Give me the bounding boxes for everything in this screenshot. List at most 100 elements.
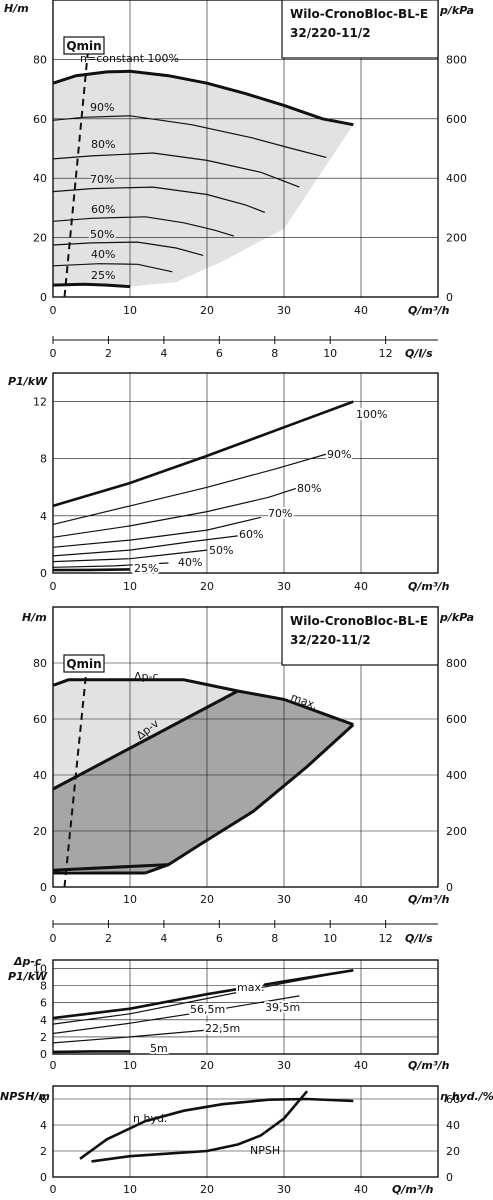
power2-curve [52,1025,238,1044]
flow-scale2-unit-label: Q/l/s [405,932,433,945]
power1-y-axis-label: P1/kW [8,375,48,388]
power1-curve-label: 50% [209,544,233,557]
flow-scale-unit-label: Q/l/s [405,347,433,360]
head2-title-box [281,606,439,666]
npsh-x-axis-label: Q/m³/h [392,1183,434,1196]
power1-curve [52,562,169,568]
power1-curve-label: 70% [268,507,292,520]
head1-curve [52,115,327,158]
power2-curve [52,969,354,1020]
power1-curve-label: 100% [356,408,387,421]
y-tick-label: 0 [40,881,47,894]
y-tick-label: 2 [40,1145,47,1158]
x-tick-label: 10 [123,893,137,906]
y-tick-label: 20 [33,232,47,245]
power1-curve [52,452,331,525]
head1-qmin-box [63,36,105,55]
power1-curve-label: 60% [239,528,263,541]
npsh-y-axis-label: NPSH/m [0,1090,50,1103]
y2-tick-label: 600 [446,713,467,726]
x-tick-label: 20 [200,893,214,906]
head2-title-line: Wilo-CronoBloc-BL-E [290,614,428,628]
power2-curve [52,969,354,1025]
y-tick-label: 6 [40,997,47,1010]
flow-scale-tick-label: 8 [271,347,278,360]
power1-curve [52,516,262,548]
head2-dpc-label: Δp-c [134,670,159,683]
x-tick-label: 0 [50,1183,57,1196]
power2-grid [53,960,438,1054]
head2-qmin-label: Qmin [66,657,101,671]
y-tick-label: 4 [40,1014,47,1027]
x-tick-label: 0 [50,580,57,593]
power2-y-axis-label: P1/kW [8,970,48,983]
flow-scale-tick-label: 0 [50,347,57,360]
y-tick-label: 20 [33,825,47,838]
power2-curve-label: max. [237,981,264,994]
power1-curve-label: 80% [297,482,321,495]
npsh-grid [53,1086,438,1177]
y-tick-label: 0 [40,1048,47,1061]
flow-scale2-tick-label: 2 [105,932,112,945]
y2-tick-label: 200 [446,825,467,838]
y2-tick-label: 600 [446,113,467,126]
power2-curve [52,995,300,1035]
power1-curve [52,535,238,557]
y2-tick-label: 800 [446,657,467,670]
x-tick-label: 30 [277,893,291,906]
head2-y2-axis-label: p/kPa [439,611,474,624]
power1-curve-label: 90% [327,448,351,461]
power2-x-axis-label: Q/m³/h [408,1059,450,1072]
head2-dark-region [53,691,354,873]
x-tick-label: 0 [50,1059,57,1072]
head1-curve [52,152,300,188]
power2-curve [52,1050,130,1054]
head1-curve [52,69,354,127]
power2-curve-label: 22,5m [205,1022,240,1035]
head2-light-region [53,679,354,789]
flow-scale2-tick-label: 4 [160,932,167,945]
npsh-frame [52,1085,439,1178]
y-tick-label: 8 [40,980,47,993]
power2-mode-label: Δp-c [13,955,42,968]
y-tick-label: 2 [40,1031,47,1044]
x-tick-label: 30 [277,1059,291,1072]
head1-curve-label: 60% [91,203,115,216]
flow-scale-tick-label: 2 [105,347,112,360]
x-tick-label: 0 [50,893,57,906]
power1-curve [52,549,208,563]
y-tick-label: 0 [40,567,47,580]
npsh-npsh-label: NPSH [250,1144,280,1157]
y2-tick-label: 60 [446,1093,460,1106]
y-tick-label: 4 [40,510,47,523]
y-tick-label: 10 [33,963,47,976]
y-tick-label: 80 [33,53,47,66]
head1-curve-label: 25% [91,269,115,282]
y-tick-label: 0 [40,291,47,304]
flow-scale2-tick-label: 6 [216,932,223,945]
flow-scale-tick-label: 12 [379,347,393,360]
head1-curve [52,241,204,256]
y2-tick-label: 0 [446,881,453,894]
y2-tick-label: 200 [446,232,467,245]
flow-scale2-tick-label: 8 [271,932,278,945]
power2-curve-label: 5m [150,1042,168,1055]
x-tick-label: 30 [277,1183,291,1196]
x-tick-label: 20 [200,1183,214,1196]
x-tick-label: 20 [200,304,214,317]
head1-curve [52,216,235,237]
y-tick-label: 60 [33,713,47,726]
y2-tick-label: 400 [446,769,467,782]
x-tick-label: 40 [354,1183,368,1196]
head2-dpv-line [52,689,239,791]
x-tick-label: 10 [123,1183,137,1196]
y-tick-label: 4 [40,1119,47,1132]
y-tick-label: 6 [40,1093,47,1106]
head1-y-axis-label: H/m [4,2,29,15]
y2-tick-label: 0 [446,1171,453,1184]
x-tick-label: 30 [277,304,291,317]
y-tick-label: 40 [33,172,47,185]
head1-y2-axis-label: p/kPa [439,4,474,17]
head1-curve [52,186,266,213]
